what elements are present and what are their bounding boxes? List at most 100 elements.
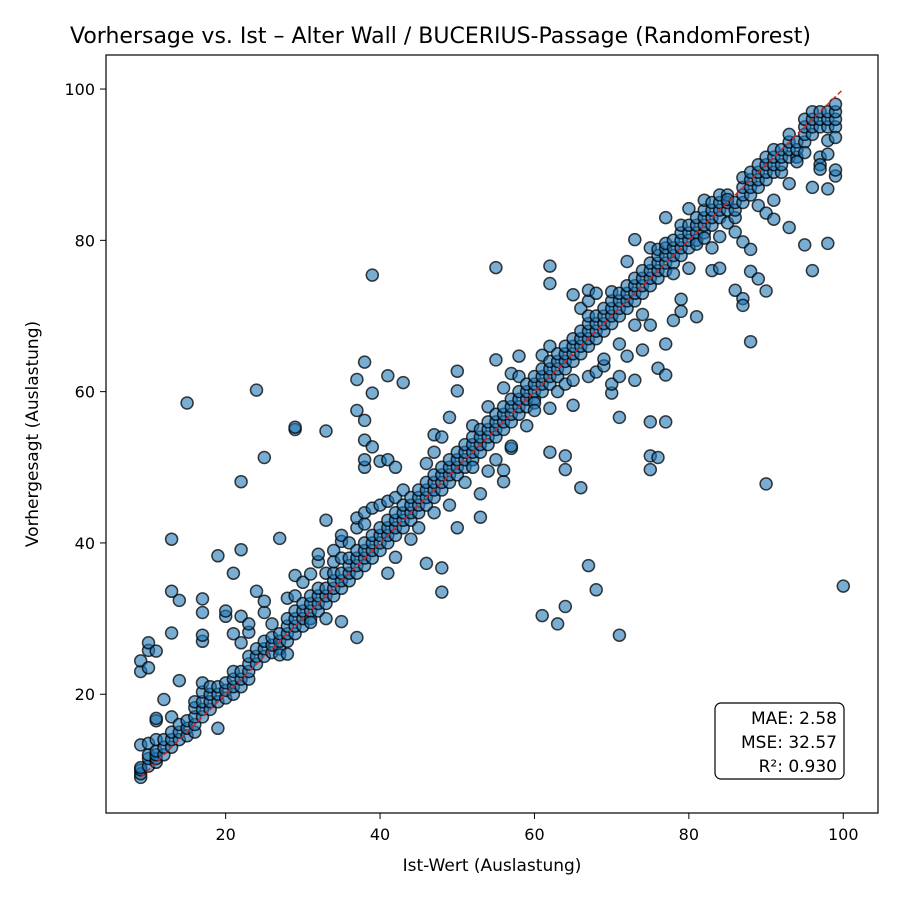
data-point — [489, 353, 503, 367]
data-point — [535, 608, 549, 623]
data-point — [651, 450, 665, 465]
data-point — [257, 594, 272, 608]
data-point — [566, 373, 580, 388]
data-point — [365, 268, 380, 282]
data-point — [643, 318, 658, 332]
metric-mae: MAE: 2.58 — [751, 709, 837, 729]
data-point — [828, 130, 843, 145]
data-point — [489, 260, 503, 275]
data-point — [581, 558, 596, 573]
data-point — [743, 334, 758, 349]
data-point — [558, 449, 573, 463]
data-point — [257, 450, 272, 465]
data-point — [218, 604, 233, 618]
data-point — [728, 225, 742, 239]
data-point — [427, 505, 441, 520]
data-point — [682, 201, 696, 216]
x-tick-label: 100 — [828, 825, 859, 844]
metric-mse: MSE: 32.57 — [741, 733, 837, 753]
data-point — [296, 575, 310, 590]
data-point — [388, 460, 403, 475]
data-point — [736, 298, 750, 313]
data-point — [149, 644, 163, 658]
data-point — [821, 182, 835, 196]
data-point — [365, 440, 380, 454]
x-tick-label: 60 — [524, 825, 544, 844]
data-point — [751, 272, 766, 286]
data-point — [396, 375, 410, 390]
data-point — [450, 364, 465, 378]
data-point — [643, 462, 658, 477]
data-point — [489, 452, 503, 467]
data-point — [303, 567, 318, 581]
data-point — [450, 384, 465, 398]
data-point — [381, 566, 395, 580]
data-point — [612, 410, 627, 425]
data-point — [195, 605, 210, 620]
data-point — [234, 542, 248, 557]
data-point — [628, 232, 642, 247]
data-point — [728, 283, 742, 298]
data-point — [705, 241, 719, 255]
data-point — [782, 176, 796, 191]
data-point — [234, 636, 248, 650]
data-point — [249, 584, 264, 599]
data-point — [427, 445, 441, 459]
data-point — [566, 288, 580, 302]
data-point — [527, 403, 542, 418]
data-point — [574, 480, 588, 495]
data-point — [666, 266, 681, 281]
data-point — [249, 383, 264, 397]
data-point — [797, 238, 812, 252]
data-point — [211, 549, 225, 563]
data-point — [566, 398, 580, 413]
data-point — [620, 349, 634, 363]
data-point — [350, 630, 364, 645]
data-point — [512, 349, 526, 363]
data-point — [442, 410, 457, 425]
metric-r2: R²: 0.930 — [759, 757, 837, 777]
x-axis-ticks: 20 40 60 80 100 — [215, 813, 859, 844]
data-point — [157, 692, 171, 707]
y-tick-label: 80 — [75, 231, 95, 250]
data-point — [435, 430, 449, 444]
data-point — [172, 593, 187, 608]
data-point — [141, 636, 156, 650]
data-point — [442, 498, 457, 512]
data-point — [658, 337, 673, 351]
data-point — [550, 617, 565, 631]
data-point — [635, 307, 650, 322]
data-point — [828, 163, 843, 177]
data-point — [797, 145, 812, 160]
x-tick-label: 40 — [370, 825, 390, 844]
data-point — [195, 592, 210, 606]
data-point — [543, 276, 557, 291]
data-point — [543, 401, 557, 416]
data-point — [558, 462, 573, 477]
data-point — [319, 424, 333, 438]
data-point — [303, 615, 318, 630]
data-point — [589, 286, 603, 301]
data-point — [658, 210, 673, 225]
data-point — [381, 369, 395, 383]
data-point — [164, 584, 179, 599]
data-point — [689, 309, 704, 324]
data-point — [658, 415, 673, 429]
data-point — [280, 647, 295, 661]
data-point — [357, 517, 372, 531]
data-point — [597, 352, 611, 366]
reference-line-layer — [140, 88, 844, 778]
data-point — [450, 521, 465, 535]
data-point — [767, 212, 781, 226]
data-point — [697, 231, 712, 245]
data-point — [350, 403, 364, 418]
data-point — [504, 439, 519, 453]
data-point — [419, 456, 434, 471]
data-point — [496, 463, 511, 478]
data-point — [458, 475, 472, 490]
x-axis-label: Ist-Wert (Auslastung) — [403, 856, 582, 876]
x-tick-label: 80 — [679, 825, 699, 844]
data-point — [242, 617, 256, 631]
data-point — [234, 474, 248, 489]
